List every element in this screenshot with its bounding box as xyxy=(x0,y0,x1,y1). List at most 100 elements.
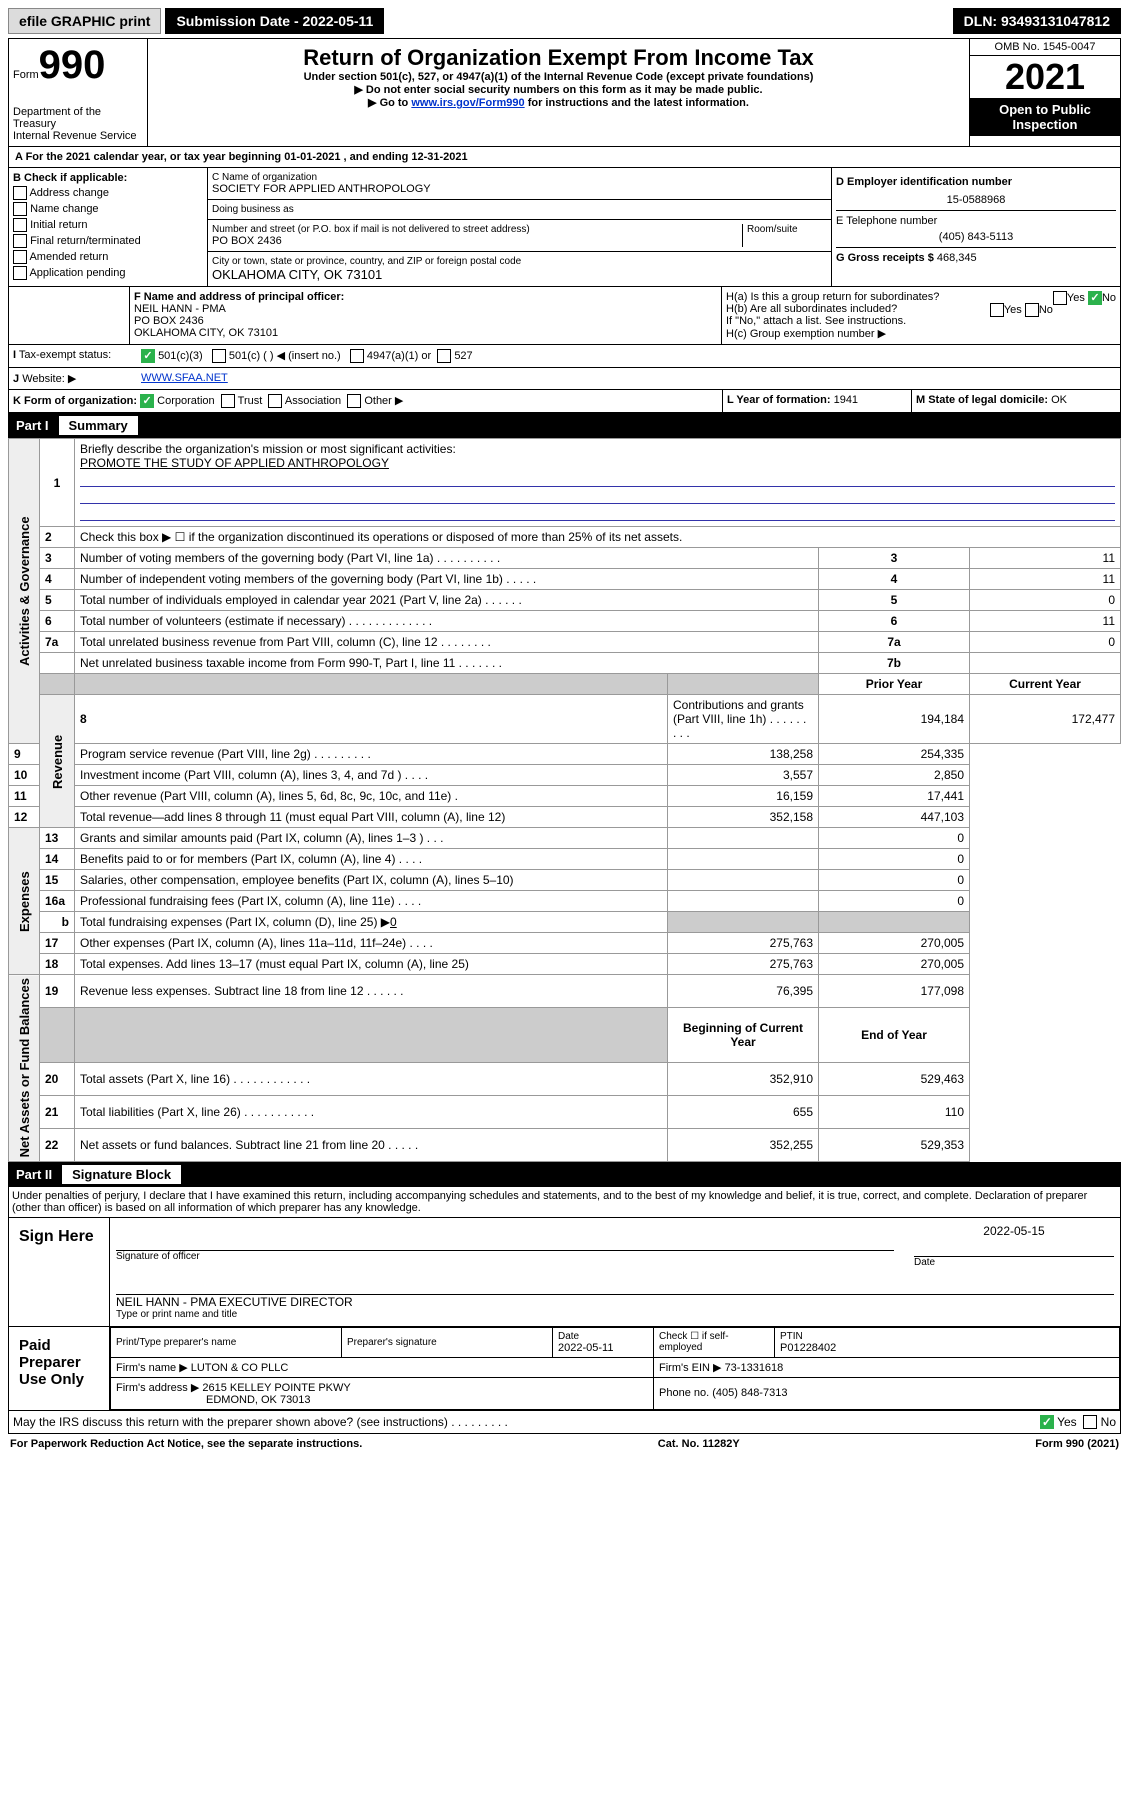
i-opt4: 527 xyxy=(454,350,472,362)
part2-title: Signature Block xyxy=(62,1165,181,1184)
l9: Program service revenue (Part VIII, line… xyxy=(75,744,668,765)
discuss-yes-checked[interactable]: ✓ xyxy=(1040,1415,1054,1429)
p20: 352,910 xyxy=(668,1062,819,1095)
prep-date: 2022-05-11 xyxy=(558,1342,613,1354)
v6: 11 xyxy=(970,611,1121,632)
discuss-no[interactable] xyxy=(1083,1415,1097,1429)
c21: 110 xyxy=(819,1095,970,1128)
c19: 177,098 xyxy=(819,975,970,1008)
c15: 0 xyxy=(819,870,970,891)
b-address: Address change xyxy=(29,187,109,199)
year-formation: 1941 xyxy=(834,394,858,406)
c-room-label: Room/suite xyxy=(747,224,827,235)
dln: DLN: 93493131047812 xyxy=(953,8,1121,34)
firm-phone-label: Phone no. xyxy=(659,1387,709,1399)
name-title-label: Type or print name and title xyxy=(116,1309,1114,1320)
sign-date-val: 2022-05-15 xyxy=(914,1224,1114,1238)
c9: 254,335 xyxy=(819,744,970,765)
k-label: K Form of organization: xyxy=(13,395,137,407)
firm-addr2: EDMOND, OK 73013 xyxy=(206,1394,311,1406)
c20: 529,463 xyxy=(819,1062,970,1095)
l3: Number of voting members of the governin… xyxy=(75,548,819,569)
l15: Salaries, other compensation, employee b… xyxy=(75,870,668,891)
k-trust[interactable] xyxy=(221,394,235,408)
p14 xyxy=(668,849,819,870)
org-address: PO BOX 2436 xyxy=(212,235,742,247)
b-name: Name change xyxy=(30,203,99,215)
k-assoc[interactable] xyxy=(268,394,282,408)
p16a xyxy=(668,891,819,912)
c11: 17,441 xyxy=(819,786,970,807)
ha-yes[interactable] xyxy=(1053,291,1067,305)
sig-officer-label: Signature of officer xyxy=(116,1251,894,1262)
c-addr-label: Number and street (or P.O. box if mail i… xyxy=(212,224,742,235)
v3: 11 xyxy=(970,548,1121,569)
end-head: End of Year xyxy=(819,1008,970,1063)
side-governance: Activities & Governance xyxy=(9,439,40,744)
p11: 16,159 xyxy=(668,786,819,807)
discuss-no-label: No xyxy=(1101,1415,1116,1429)
ha-no-checked[interactable]: ✓ xyxy=(1088,291,1102,305)
officer-name: NEIL HANN - PMA xyxy=(134,303,226,315)
v4: 11 xyxy=(970,569,1121,590)
c18: 270,005 xyxy=(819,954,970,975)
hb-yes[interactable] xyxy=(990,303,1004,317)
c-name-label: C Name of organization xyxy=(212,172,827,183)
footer-left: For Paperwork Reduction Act Notice, see … xyxy=(10,1438,362,1450)
checkbox-initial[interactable] xyxy=(13,218,27,232)
irs-link[interactable]: www.irs.gov/Form990 xyxy=(411,97,524,109)
website[interactable]: WWW.SFAA.NET xyxy=(141,372,228,384)
l2: Check this box ▶ ☐ if the organization d… xyxy=(75,527,1121,548)
hb-note: If "No," attach a list. See instructions… xyxy=(726,315,1116,327)
efile-button[interactable]: efile GRAPHIC print xyxy=(8,8,161,34)
l21: Total liabilities (Part X, line 26) . . … xyxy=(75,1095,668,1128)
l22: Net assets or fund balances. Subtract li… xyxy=(75,1128,668,1161)
sign-date-label: Date xyxy=(914,1257,1114,1268)
k-other: Other ▶ xyxy=(364,395,403,407)
form-title: Return of Organization Exempt From Incom… xyxy=(154,45,963,71)
l12: Total revenue—add lines 8 through 11 (mu… xyxy=(75,807,668,828)
i-501c3-checked[interactable]: ✓ xyxy=(141,349,155,363)
footer-right: Form 990 (2021) xyxy=(1035,1438,1119,1450)
p21: 655 xyxy=(668,1095,819,1128)
checkbox-app[interactable] xyxy=(13,266,27,280)
l13: Grants and similar amounts paid (Part IX… xyxy=(75,828,668,849)
no-label2: No xyxy=(1039,304,1053,316)
i-4947[interactable] xyxy=(350,349,364,363)
officer-signed-name: NEIL HANN - PMA EXECUTIVE DIRECTOR xyxy=(116,1295,1114,1309)
i-501c[interactable] xyxy=(212,349,226,363)
ptin-label: PTIN xyxy=(780,1331,1114,1342)
l5: Total number of individuals employed in … xyxy=(75,590,819,611)
header-sub2: ▶ Do not enter social security numbers o… xyxy=(154,83,963,96)
l6: Total number of volunteers (estimate if … xyxy=(75,611,819,632)
hb-no[interactable] xyxy=(1025,303,1039,317)
checkbox-final[interactable] xyxy=(13,234,27,248)
k-corp-checked[interactable]: ✓ xyxy=(140,394,154,408)
l14: Benefits paid to or for members (Part IX… xyxy=(75,849,668,870)
part2-label: Part II xyxy=(16,1167,62,1182)
b-initial: Initial return xyxy=(30,219,87,231)
c16a: 0 xyxy=(819,891,970,912)
checkbox-name[interactable] xyxy=(13,202,27,216)
prep-name-label: Print/Type preparer's name xyxy=(116,1337,336,1348)
firm-phone: (405) 848-7313 xyxy=(712,1387,787,1399)
prep-date-label: Date xyxy=(558,1331,648,1342)
p15 xyxy=(668,870,819,891)
omb-number: OMB No. 1545-0047 xyxy=(970,39,1120,56)
v7a: 0 xyxy=(970,632,1121,653)
declaration: Under penalties of perjury, I declare th… xyxy=(8,1187,1121,1218)
firm-name-label: Firm's name ▶ xyxy=(116,1362,188,1374)
gross-receipts: 468,345 xyxy=(937,252,977,264)
submission-date: Submission Date - 2022-05-11 xyxy=(165,8,384,34)
l18: Total expenses. Add lines 13–17 (must eq… xyxy=(75,954,668,975)
k-other[interactable] xyxy=(347,394,361,408)
hb-label: H(b) Are all subordinates included? xyxy=(726,303,897,315)
l1: Briefly describe the organization's miss… xyxy=(80,442,456,456)
checkbox-address[interactable] xyxy=(13,186,27,200)
org-name: SOCIETY FOR APPLIED ANTHROPOLOGY xyxy=(212,183,827,195)
i-527[interactable] xyxy=(437,349,451,363)
officer-addr2: OKLAHOMA CITY, OK 73101 xyxy=(134,327,278,339)
header-sub3-pre: ▶ Go to xyxy=(368,97,411,109)
checkbox-amended[interactable] xyxy=(13,250,27,264)
b-app: Application pending xyxy=(29,267,125,279)
